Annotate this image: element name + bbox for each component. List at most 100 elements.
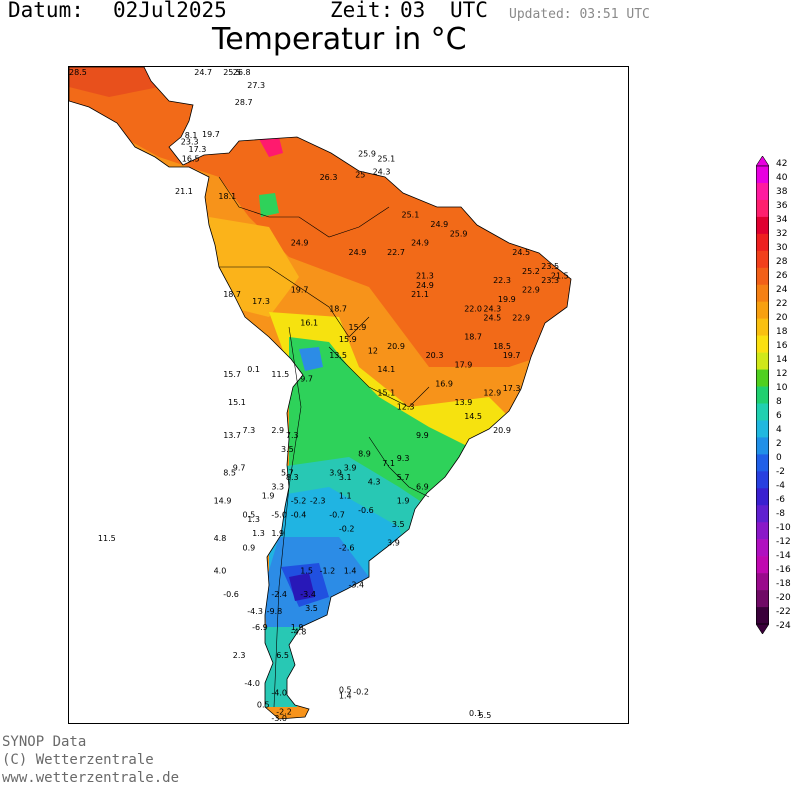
legend-swatch-6 [756, 267, 769, 286]
legend-swatch-5 [756, 250, 769, 269]
legend-tick-3: 36 [776, 201, 788, 211]
station-temp-21: 24.9 [291, 239, 309, 248]
time-label: Zeit: [330, 0, 394, 22]
station-temp-54: 8.3 [286, 473, 299, 482]
station-temp-123: 20.9 [493, 426, 511, 435]
station-temp-58: 3.1 [339, 473, 352, 482]
temperature-fields [69, 67, 571, 719]
field-violet [289, 573, 315, 601]
border-bolivia-paraguay [328, 346, 430, 408]
station-temp-97: 1.4 [339, 691, 352, 700]
station-temp-60: 14.9 [214, 496, 232, 505]
legend-arrow-bottom [755, 623, 770, 635]
station-temp-127: 24.5 [483, 314, 501, 323]
legend-swatch-24 [756, 573, 769, 591]
station-temp-38: 18.7 [464, 332, 482, 341]
station-temp-91: 6.5 [276, 651, 289, 660]
legend-swatch-17 [756, 454, 769, 472]
field-green-colombia [259, 193, 279, 217]
legend-tick-2: 38 [776, 187, 788, 197]
station-temp-48: 2.9 [271, 426, 284, 435]
legend-tick-7: 28 [776, 257, 788, 267]
station-temp-33: 18.7 [329, 304, 347, 313]
station-temp-29: 21.1 [411, 290, 429, 299]
legend-swatch-21 [756, 522, 769, 540]
legend-tick-9: 24 [776, 285, 788, 295]
legend-tick-13: 16 [776, 341, 788, 351]
station-temp-6: 19.7 [202, 130, 220, 139]
legend-tick-12: 18 [776, 327, 788, 337]
legend-tick-8: 26 [776, 271, 788, 281]
station-temp-104: 7.1 [382, 459, 395, 468]
legend-tick-30: -18 [776, 579, 791, 589]
station-temp-19: 24.9 [430, 220, 448, 229]
legend-tick-25: -8 [776, 509, 785, 519]
field-hot-north [69, 67, 159, 97]
date-label: Datum: [8, 0, 84, 22]
station-temp-67: -0.4 [291, 511, 307, 520]
station-temp-56: 3.9 [329, 468, 342, 477]
station-temp-75: -2.6 [339, 543, 355, 552]
station-temp-74: 0.9 [243, 543, 256, 552]
station-temp-128: 22.0 [464, 304, 482, 313]
station-temp-94: -4.0 [271, 689, 287, 698]
country-borders [218, 176, 430, 708]
legend-tick-4: 34 [776, 215, 788, 225]
station-temp-66: -5.0 [271, 511, 287, 520]
station-temp-30: 19.7 [291, 286, 309, 295]
station-temp-36: 15.9 [339, 335, 357, 344]
map-title: Temperatur in °C [212, 22, 467, 57]
station-temp-4: 27.3 [247, 81, 265, 90]
station-temp-55: 3.3 [271, 482, 284, 491]
station-temp-27: 21.3 [416, 272, 434, 281]
station-temp-116: 20.3 [426, 351, 444, 360]
station-temp-78: 1.5 [300, 567, 313, 576]
station-temp-102: 5.5 [479, 711, 492, 720]
station-temp-14: 25 [355, 170, 365, 179]
station-temp-34: 16.1 [300, 318, 318, 327]
station-temp-81: -3.4 [349, 581, 365, 590]
station-temp-72: 1.3 [252, 529, 265, 538]
legend-tick-33: -24 [776, 621, 791, 631]
station-temp-95: 0.5 [339, 686, 352, 695]
legend-tick-32: -22 [776, 607, 791, 617]
station-temp-68: -0.7 [329, 511, 345, 520]
station-temp-84: -2.4 [271, 590, 287, 599]
color-legend [755, 155, 770, 635]
station-temp-80: 1.4 [344, 567, 357, 576]
station-temp-22: 24.9 [349, 248, 367, 257]
border-chile-argentina [273, 326, 302, 708]
station-temp-118: 16.9 [435, 379, 453, 388]
station-temp-70: -0.2 [339, 525, 355, 534]
station-temp-89: 1.9 [291, 623, 304, 632]
legend-swatch-22 [756, 539, 769, 557]
station-temp-47: 7.3 [243, 426, 256, 435]
station-temp-16: 21.1 [175, 187, 193, 196]
station-temp-82: -3.4 [300, 590, 316, 599]
station-temp-113: 15.1 [377, 389, 395, 398]
station-temp-86: -9.8 [267, 607, 283, 616]
station-temp-26: 23.5 [541, 262, 559, 271]
station-temp-40: 12 [368, 347, 378, 356]
station-temp-133: 23.3 [541, 276, 559, 285]
field-hot-magenta [259, 137, 283, 157]
legend-swatch-19 [756, 488, 769, 506]
station-temp-9: 17.3 [189, 145, 207, 154]
station-temp-69: -0.6 [358, 506, 374, 515]
station-temp-63: 1.1 [339, 492, 352, 501]
date-value: 02Jul2025 [113, 0, 227, 22]
station-temp-7: 8.1 [185, 131, 198, 140]
station-temp-83: -0.6 [223, 590, 239, 599]
map-canvas: 28.5 24.7 25.526.827.328.719.78.123.317.31… [69, 67, 572, 723]
legend-tick-16: 10 [776, 383, 788, 393]
station-temp-52: 8.5 [223, 468, 236, 477]
legend-swatch-14 [756, 403, 769, 421]
station-temp-5: 28.7 [235, 98, 253, 107]
legend-tick-11: 20 [776, 313, 788, 323]
border-north [218, 176, 390, 238]
legend-tick-6: 30 [776, 243, 788, 253]
legend-tick-14: 14 [776, 355, 788, 365]
legend-swatch-11 [756, 352, 769, 370]
station-temp-46: 13.7 [223, 431, 241, 440]
station-temp-10: 16.5 [182, 154, 200, 163]
